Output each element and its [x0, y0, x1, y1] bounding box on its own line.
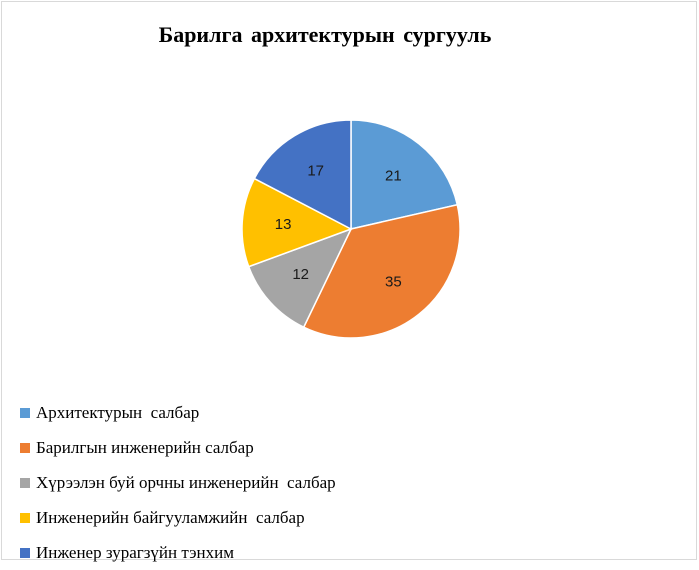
pie-slice-label-5: 17 — [307, 162, 324, 179]
pie-chart: 21 35 12 13 17 — [241, 119, 461, 339]
legend-item: Инженерийн байгууламжийн салбар — [20, 500, 336, 535]
legend-label: Хүрээлэн буй орчны инженерийн салбар — [36, 472, 336, 492]
pie-slice-label-1: 21 — [385, 167, 402, 184]
pie-slice-label-2: 35 — [385, 274, 402, 291]
legend-swatch — [20, 407, 30, 418]
legend-item: Барилгын инженерийн салбар — [20, 430, 336, 465]
legend-swatch — [20, 477, 30, 488]
legend-label: Инженер зурагзүйн тэнхим — [36, 542, 234, 562]
chart-legend: Архитектурын салбар Барилгын инженерийн с… — [20, 395, 336, 570]
pie-slice-2 — [302, 203, 461, 339]
pie-slice-3 — [247, 227, 353, 329]
legend-label: Архитектурын салбар — [36, 402, 200, 422]
legend-swatch — [20, 442, 30, 453]
chart-area: Барилга архитектурын сургууль 21 35 12 13 17… — [1, 1, 697, 562]
pie-slice-label-4: 13 — [275, 216, 292, 233]
legend-label: Барилгын инженерийн салбар — [36, 437, 254, 457]
legend-swatch — [20, 547, 30, 558]
pie-slice-1 — [350, 119, 459, 230]
legend-item: Хүрээлэн буй орчны инженерийн салбар — [20, 465, 336, 500]
legend-item: Архитектурын салбар — [20, 395, 336, 430]
pie-slice-4 — [241, 177, 353, 268]
legend-label: Инженерийн байгууламжийн салбар — [36, 507, 305, 527]
legend-swatch — [20, 512, 30, 523]
legend-item: Инженер зурагзүйн тэнхим — [20, 535, 336, 570]
pie-slice-label-3: 12 — [292, 266, 309, 283]
chart-title: Барилга архитектурын сургууль — [158, 22, 492, 47]
pie-slice-5 — [253, 119, 352, 231]
